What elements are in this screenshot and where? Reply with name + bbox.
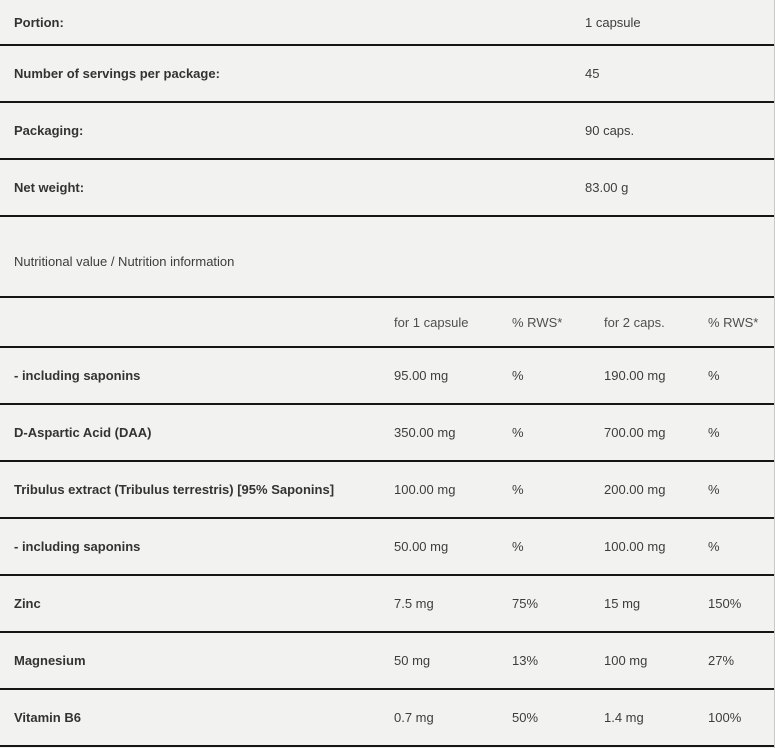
info-value: 90 caps. xyxy=(585,123,635,138)
amount-per-2-caps: 190.00 mg xyxy=(604,368,666,383)
info-row-packaging: Packaging: 90 caps. xyxy=(0,103,774,160)
amount-per-1-capsule: 350.00 mg xyxy=(394,425,456,440)
ingredient-name: Zinc xyxy=(14,596,41,611)
info-value: 1 capsule xyxy=(585,14,641,30)
rws-per-1-capsule: 13% xyxy=(512,653,539,668)
column-header-per-2-caps: for 2 caps. xyxy=(604,314,665,330)
rws-per-1-capsule: 50% xyxy=(512,710,539,725)
ingredient-name: D-Aspartic Acid (DAA) xyxy=(14,425,152,440)
info-label: Net weight: xyxy=(14,180,85,195)
info-label: Number of servings per package: xyxy=(14,66,220,81)
rws-per-1-capsule: 75% xyxy=(512,596,539,611)
info-label: Portion: xyxy=(14,14,64,30)
rws-per-1-capsule: % xyxy=(512,425,524,440)
ingredient-name: Tribulus extract (Tribulus terrestris) [… xyxy=(14,482,335,497)
amount-per-2-caps: 100.00 mg xyxy=(604,539,666,554)
nutrition-table-header: for 1 capsule % RWS* for 2 caps. % RWS* xyxy=(0,298,774,348)
amount-per-1-capsule: 95.00 mg xyxy=(394,368,449,383)
rws-per-1-capsule: % xyxy=(512,539,524,554)
amount-per-1-capsule: 50.00 mg xyxy=(394,539,449,554)
amount-per-1-capsule: 100.00 mg xyxy=(394,482,456,497)
rws-per-2-caps: 27% xyxy=(708,653,735,668)
info-value: 83.00 g xyxy=(585,180,629,195)
rws-per-2-caps: % xyxy=(708,539,720,554)
ingredient-name: Vitamin B6 xyxy=(14,710,81,725)
ingredient-name: - including saponins xyxy=(14,368,141,383)
rws-per-1-capsule: % xyxy=(512,368,524,383)
info-row-portion: Portion: 1 capsule xyxy=(0,0,774,46)
amount-per-2-caps: 1.4 mg xyxy=(604,710,644,725)
table-row: - including saponins 95.00 mg % 190.00 m… xyxy=(0,348,774,405)
table-row: D-Aspartic Acid (DAA) 350.00 mg % 700.00… xyxy=(0,405,774,462)
table-row: Tribulus extract (Tribulus terrestris) [… xyxy=(0,462,774,519)
rws-per-2-caps: % xyxy=(708,368,720,383)
column-header-per-1-capsule: for 1 capsule xyxy=(394,314,469,330)
ingredient-name: - including saponins xyxy=(14,539,141,554)
nutrition-section-title: Nutritional value / Nutrition informatio… xyxy=(0,217,774,298)
rws-per-2-caps: % xyxy=(708,425,720,440)
table-row: - including saponins 50.00 mg % 100.00 m… xyxy=(0,519,774,576)
table-row: Magnesium 50 mg 13% 100 mg 27% xyxy=(0,633,774,690)
amount-per-2-caps: 700.00 mg xyxy=(604,425,666,440)
rws-per-2-caps: 100% xyxy=(708,710,742,725)
info-label: Packaging: xyxy=(14,123,84,138)
amount-per-1-capsule: 0.7 mg xyxy=(394,710,434,725)
table-row: Vitamin B6 0.7 mg 50% 1.4 mg 100% xyxy=(0,690,774,747)
info-row-net-weight: Net weight: 83.00 g xyxy=(0,160,774,217)
info-row-servings: Number of servings per package: 45 xyxy=(0,46,774,103)
info-value: 45 xyxy=(585,66,600,81)
amount-per-2-caps: 100 mg xyxy=(604,653,648,668)
rws-per-2-caps: 150% xyxy=(708,596,742,611)
amount-per-1-capsule: 50 mg xyxy=(394,653,431,668)
ingredient-name: Magnesium xyxy=(14,653,86,668)
amount-per-1-capsule: 7.5 mg xyxy=(394,596,434,611)
amount-per-2-caps: 15 mg xyxy=(604,596,641,611)
column-header-rws-2: % RWS* xyxy=(708,314,759,330)
table-row: Zinc 7.5 mg 75% 15 mg 150% xyxy=(0,576,774,633)
rws-per-2-caps: % xyxy=(708,482,720,497)
rws-per-1-capsule: % xyxy=(512,482,524,497)
amount-per-2-caps: 200.00 mg xyxy=(604,482,666,497)
column-header-rws-1: % RWS* xyxy=(512,314,563,330)
